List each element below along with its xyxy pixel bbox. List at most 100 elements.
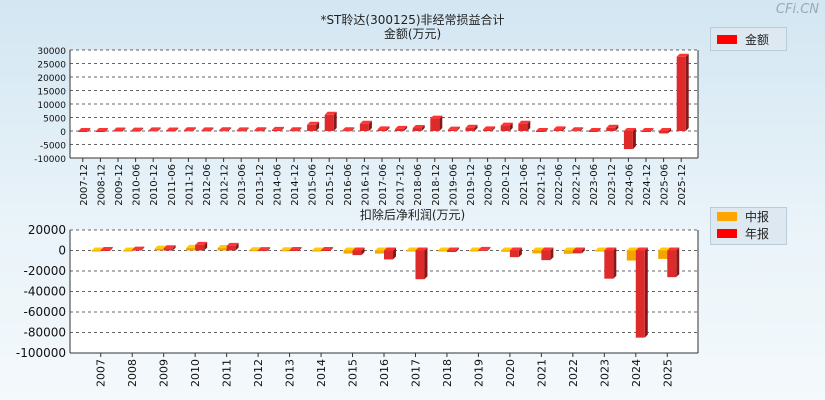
- chart2-bar-b-3: [195, 244, 205, 251]
- chart1-bar-a-17-top: [377, 126, 390, 130]
- chart2-legend: 中报 年报: [710, 207, 787, 245]
- chart2-bar-b-6: [289, 249, 299, 251]
- chart1-xtick-21: 2019-06: [448, 164, 459, 205]
- chart2-xtick-16: 2023: [598, 359, 611, 387]
- chart2-bar-b-5-top: [258, 247, 271, 251]
- chart2-bar-b-3-top: [195, 241, 208, 245]
- chart1-bar-a-27-top: [553, 126, 566, 130]
- chart1-bar-a-3: [131, 130, 141, 132]
- chart2-bar-a-12-top: [469, 247, 482, 251]
- chart1-bar-a-26-top: [535, 128, 548, 131]
- chart1-bar-a-33-side: [668, 128, 672, 134]
- chart2-bar-b-15: [572, 250, 582, 254]
- chart2-xtick-4: 2011: [221, 359, 234, 387]
- chart2-xtick-11: 2018: [441, 359, 454, 387]
- chart1-bar-a-32: [641, 131, 651, 132]
- chart1-xtick-13: 2015-06: [308, 164, 319, 205]
- chart2-bar-a-2-top: [154, 245, 167, 249]
- main-title: *ST聆达(300125)非经常损益合计: [320, 13, 505, 27]
- chart1-bar-a-4: [148, 130, 158, 132]
- chart1-xtick-25: 2021-06: [519, 164, 530, 205]
- chart2-ytick-2: -60000: [23, 305, 66, 319]
- chart1-bar-a-33: [659, 131, 669, 134]
- chart1-bar-a-10-side: [263, 127, 267, 132]
- chart2-bar-b-13-top: [509, 247, 522, 251]
- chart2-bar-a-13-top: [500, 247, 513, 251]
- chart2-bar-a-15-top: [563, 247, 576, 251]
- chart2-bar-b-11: [446, 250, 456, 253]
- chart1-bar-a-13-top: [307, 121, 320, 125]
- chart1-bar-a-11-side: [280, 126, 284, 131]
- chart2-bar-a-16-top: [595, 247, 608, 251]
- chart1-ytick-6: 20000: [37, 74, 66, 84]
- chart1-bar-a-12-top: [289, 127, 302, 131]
- legend-label-annual: 年报: [745, 227, 770, 241]
- chart1-xtick-12: 2014-12: [290, 164, 301, 205]
- chart2-bar-b-17-side: [644, 247, 648, 338]
- chart2-bar-a-2: [154, 248, 164, 251]
- chart1-ytick-8: 30000: [37, 47, 66, 57]
- legend-label-amount: 金额: [745, 32, 770, 47]
- chart2-bar-a-1: [123, 250, 133, 252]
- chart2-xtick-1: 2008: [126, 359, 139, 387]
- chart2-bar-a-13: [500, 250, 510, 252]
- chart1-bar-a-15: [342, 130, 352, 132]
- chart1-xtick-5: 2011-06: [167, 164, 178, 205]
- chart1-bar-a-12-side: [298, 127, 302, 132]
- chart2-bar-b-8-side: [361, 247, 365, 256]
- chart1-bar-a-27-side: [562, 126, 566, 131]
- chart2-bar-a-17-top: [626, 247, 639, 251]
- chart2-xtick-12: 2019: [472, 359, 485, 387]
- chart2-bar-b-11-side: [455, 247, 459, 253]
- chart1-xtick-34: 2025-12: [677, 164, 688, 205]
- chart2-bar-a-7-top: [312, 247, 325, 251]
- chart1-xtick-20: 2018-12: [431, 164, 442, 205]
- chart1-bar-a-21-side: [456, 126, 460, 131]
- chart1-bar-a-23-top: [483, 126, 496, 130]
- chart1-bar-a-8-top: [219, 127, 232, 131]
- chart1-bar-a-15-side: [351, 127, 355, 132]
- chart1-bar-a-5-top: [166, 127, 179, 131]
- chart1-bar-a-13-side: [316, 121, 320, 131]
- chart2-bar-a-8-top: [343, 247, 356, 251]
- chart1-xtick-0: 2007-12: [79, 164, 90, 205]
- chart2-bar-b-15-top: [572, 247, 585, 251]
- chart2-bar-b-6-top: [289, 246, 302, 250]
- chart2-bar-b-5-side: [267, 247, 271, 252]
- chart1-bar-a-17: [377, 129, 387, 131]
- chart1-bar-a-0: [78, 131, 88, 132]
- chart2-bar-b-1-side: [141, 246, 145, 251]
- chart1-bar-a-21: [447, 129, 457, 131]
- chart1-bar-a-25-top: [518, 120, 531, 124]
- chart2-ytick-4: -20000: [23, 264, 66, 278]
- chart1-bar-a-5-side: [175, 127, 179, 132]
- chart1-bar-a-14: [324, 114, 334, 131]
- chart2-xtick-6: 2013: [284, 359, 297, 387]
- chart2-xtick-9: 2016: [378, 359, 391, 387]
- chart2-bar-b-2: [163, 248, 173, 251]
- chart1-bar-a-19: [412, 128, 422, 131]
- chart2-bar-a-9: [375, 250, 384, 254]
- chart2-xtick-2: 2009: [158, 359, 171, 387]
- chart1-bar-a-24: [500, 125, 510, 131]
- chart2-bar-a-6: [280, 250, 290, 252]
- chart1-bar-a-2-side: [122, 127, 126, 132]
- chart1-bar-a-1-top: [95, 128, 108, 131]
- chart2-bar-a-11-top: [437, 247, 450, 251]
- chart2-bar-b-17: [635, 250, 645, 338]
- chart2-bar-b-0: [100, 249, 110, 251]
- chart1-bar-a-30-side: [615, 124, 619, 131]
- chart1-xtick-19: 2018-06: [413, 164, 424, 205]
- chart1-bar-a-30: [606, 127, 616, 131]
- chart2-bar-a-10: [406, 250, 416, 252]
- chart1-bar-a-31-top: [623, 128, 636, 131]
- chart1-bar-a-6: [183, 130, 193, 132]
- chart1-bar-a-3-top: [131, 127, 144, 131]
- chart2-bar-a-8: [343, 250, 353, 254]
- chart1-bar-a-4-top: [148, 127, 161, 131]
- chart1-xtick-16: 2016-12: [360, 164, 371, 205]
- chart2-bar-b-7: [321, 249, 331, 251]
- legend-swatch-annual: [717, 229, 737, 238]
- chart1-xtick-14: 2015-12: [325, 164, 336, 205]
- chart2-bar-b-18-side: [676, 247, 680, 278]
